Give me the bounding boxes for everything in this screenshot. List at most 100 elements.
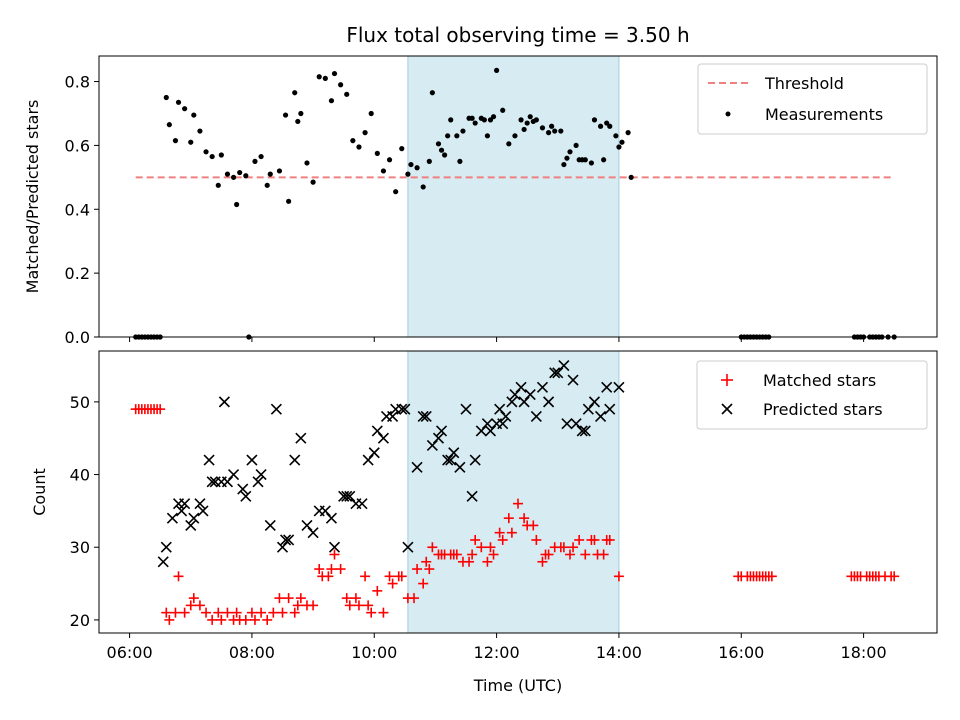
measurement-point — [539, 125, 546, 131]
matched-star-point — [170, 607, 181, 618]
measurement-point — [429, 90, 435, 96]
matched-star-point — [598, 549, 609, 560]
measurement-point — [435, 141, 442, 147]
measurement-point — [619, 139, 625, 145]
predicted-star-point — [588, 396, 601, 408]
predicted-star-point — [543, 396, 555, 408]
matched-star-point — [384, 571, 395, 582]
matched-star-point — [580, 549, 591, 560]
measurement-point — [304, 160, 310, 166]
matched-star-point — [164, 614, 175, 625]
measurement-point — [380, 168, 387, 174]
matched-star-point — [326, 564, 337, 575]
matched-star-point — [476, 542, 487, 553]
matched-star-point — [194, 600, 205, 611]
y-top-tick-label: 0.2 — [65, 264, 90, 283]
predicted-star-point — [301, 519, 313, 531]
legend-matched-swatch — [721, 374, 733, 386]
predicted-star-point — [509, 389, 521, 401]
predicted-star-point — [188, 512, 200, 524]
measurement-point — [322, 75, 328, 81]
measurement-point — [215, 182, 221, 188]
predicted-star-point — [166, 512, 178, 524]
matched-star-point — [155, 404, 166, 415]
predicted-star-point — [469, 454, 481, 466]
matched-star-point — [363, 600, 374, 611]
observing-span-bottom — [407, 350, 620, 634]
predicted-star-point — [558, 359, 570, 372]
y-bottom-tick-label: 20 — [70, 611, 90, 630]
matched-star-point — [418, 578, 429, 589]
matched-star-point — [308, 600, 319, 611]
matched-star-point — [360, 571, 371, 582]
predicted-star-point — [295, 432, 307, 444]
matched-star-point — [412, 564, 423, 575]
measurement-point — [310, 179, 316, 185]
plot-frame-bottom — [98, 350, 938, 634]
measurement-point — [234, 201, 240, 208]
y-top-tick-label: 0.4 — [65, 200, 90, 219]
measurement-point — [356, 144, 362, 150]
predicted-star-point — [255, 468, 267, 481]
measurement-point — [331, 70, 338, 77]
matched-star-point — [506, 527, 517, 538]
y-ticks-bottom: 20 30 40 50 — [70, 393, 99, 630]
predicted-star-point — [289, 454, 301, 466]
matched-star-point — [366, 607, 377, 618]
legend-threshold-label: Threshold — [764, 74, 844, 93]
matched-star-point — [249, 614, 260, 625]
predicted-star-point — [399, 403, 411, 415]
predicted-star-point — [218, 396, 230, 408]
predicted-star-point — [179, 498, 191, 510]
matched-star-point — [277, 607, 288, 618]
measurement-point — [209, 153, 215, 160]
matched-star-point — [295, 593, 306, 604]
measurement-point — [545, 130, 552, 136]
x-tick-label: 16:00 — [718, 643, 764, 662]
measurement-point — [368, 110, 374, 117]
matched-star-point — [537, 556, 548, 567]
matched-star-point — [470, 534, 481, 545]
measurement-point — [573, 142, 579, 149]
count-panel: 20 30 40 50 06:00 08:00 10:00 12:00 14:00 16:00 1… — [30, 350, 938, 695]
matched-star-point — [344, 600, 355, 611]
matched-star-point — [173, 571, 184, 582]
measurement-point — [350, 138, 356, 144]
predicted-star-point — [371, 425, 383, 437]
matched-star-point — [268, 607, 279, 618]
x-ticks-bottom: 06:00 08:00 10:00 12:00 14:00 16:00 18:00 — [107, 633, 887, 662]
matched-star-point — [464, 556, 475, 567]
y-axis-label-top: Matched/Predicted stars — [23, 100, 42, 294]
matched-star-point — [161, 607, 172, 618]
predicted-star-point — [246, 454, 258, 466]
matched-star-point — [222, 607, 233, 618]
predicted-star-point — [426, 439, 438, 452]
measurement-point — [481, 117, 487, 123]
measurement-point — [558, 128, 564, 134]
measurement-point — [237, 169, 243, 176]
measurement-point — [506, 141, 512, 147]
measurement-point — [408, 161, 414, 168]
predicted-star-point — [506, 396, 518, 408]
predicted-star-point — [518, 396, 530, 408]
predicted-star-point — [579, 425, 591, 437]
ratio-panel: 0.00.20.40.60.8 Matched/Predicted stars … — [23, 55, 938, 347]
predicted-star-point — [368, 447, 380, 459]
predicted-star-point — [567, 374, 579, 386]
measurement-point — [628, 174, 634, 180]
x-tick-label: 10:00 — [351, 643, 397, 662]
measurement-point — [484, 133, 491, 139]
predicted-star-point — [417, 410, 429, 422]
predicted-star-point — [561, 418, 573, 430]
measurement-point — [386, 157, 393, 163]
measurement-point — [344, 91, 350, 97]
plot-frame-top — [98, 55, 938, 338]
matched-star-point — [513, 498, 523, 509]
legend-predicted-swatch — [721, 403, 733, 415]
predicted-star-point — [536, 381, 549, 393]
measurement-point — [163, 94, 169, 101]
measurement-point — [292, 90, 298, 96]
measurement-point — [591, 117, 598, 123]
count-points — [130, 359, 900, 625]
measurement-point — [588, 160, 595, 166]
